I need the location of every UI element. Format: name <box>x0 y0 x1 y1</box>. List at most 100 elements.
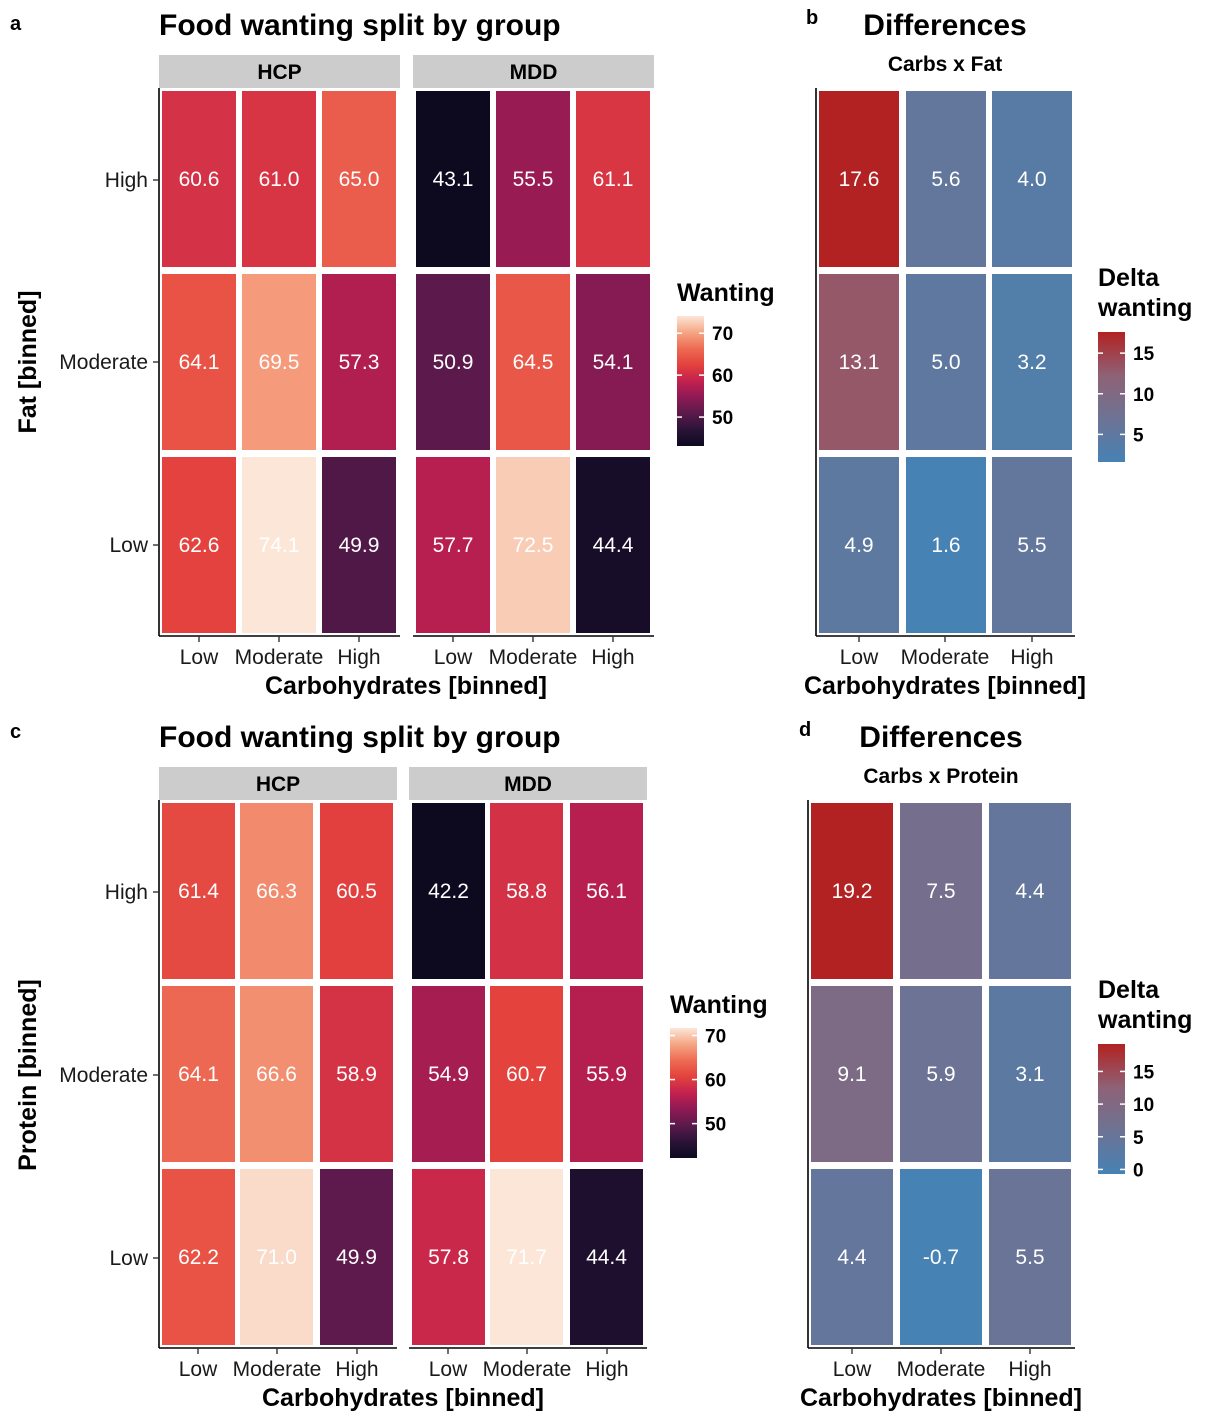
b-value-moderate-low: 13.1 <box>839 351 880 374</box>
b-cell-moderate-high <box>992 274 1072 450</box>
y-axis-title-c: Protein [binned] <box>14 979 42 1171</box>
d-value-moderate-moderate: 5.9 <box>926 1063 955 1086</box>
c-hcp-value-low-high: 49.9 <box>336 1246 377 1269</box>
a-mdd-cell-moderate-low <box>416 274 490 450</box>
panel-d: d Differences Carbs x Protein 19.2 7.5 4.4… <box>799 719 1192 1412</box>
panel-label-a: a <box>10 13 22 35</box>
c-hcp-value-high-moderate: 66.3 <box>256 880 297 903</box>
c-mdd-value-high-high: 56.1 <box>586 880 627 903</box>
a-hcp-value-low-moderate: 74.1 <box>259 534 300 557</box>
c-mdd-cell-moderate-low <box>412 986 485 1162</box>
c-hcp-value-high-high: 60.5 <box>336 880 377 903</box>
c-mdd-value-moderate-moderate: 60.7 <box>506 1063 547 1086</box>
legend-ticks-c: 70 60 50 <box>670 1026 726 1136</box>
b-cell-low-low <box>819 457 899 633</box>
c-hcp-cell-high-low <box>162 803 235 979</box>
b-value-moderate-high: 3.2 <box>1017 351 1046 374</box>
d-cell-low-high <box>989 1169 1071 1345</box>
d-cell-low-low <box>811 1169 893 1345</box>
legend-a-tick-label-70: 70 <box>712 324 733 345</box>
x-axis-title-d: Carbohydrates [binned] <box>800 1384 1082 1412</box>
d-cell-moderate-high <box>989 986 1071 1162</box>
a-hcp-cell-high-moderate <box>242 91 316 267</box>
legend-ticks-b: 15 10 5 <box>1098 344 1155 446</box>
legend-a-tick-label-60: 60 <box>712 366 733 387</box>
c-hcp-value-low-low: 62.2 <box>178 1246 219 1269</box>
a-hcp-value-low-low: 62.6 <box>179 534 220 557</box>
facet-strip-hcp-c <box>159 767 397 800</box>
a-mdd-value-high-low: 43.1 <box>433 168 474 191</box>
c-hcp-cell-moderate-moderate <box>240 986 313 1162</box>
panel-d-title: Differences <box>859 721 1022 754</box>
a-hcp-value-high-low: 60.6 <box>179 168 220 191</box>
c-mdd-cell-low-low <box>412 1169 485 1345</box>
a-mdd-cell-low-high <box>576 457 650 633</box>
panel-label-c: c <box>10 721 21 743</box>
a-hcp-cell-low-low <box>162 457 236 633</box>
c-mdd-value-moderate-high: 55.9 <box>586 1063 627 1086</box>
x-axis-title-c: Carbohydrates [binned] <box>262 1384 544 1412</box>
b-value-moderate-moderate: 5.0 <box>931 351 960 374</box>
a-mdd-cell-low-low <box>416 457 490 633</box>
facet-label-mdd-a: MDD <box>510 61 558 84</box>
legend-d-tick-label-5: 5 <box>1133 1128 1144 1149</box>
a-mdd-value-moderate-high: 54.1 <box>593 351 634 374</box>
a-mdd-cell-moderate-moderate <box>496 274 570 450</box>
a-hcp-value-high-high: 65.0 <box>339 168 380 191</box>
a-mdd-value-low-high: 44.4 <box>593 534 634 557</box>
b-value-high-moderate: 5.6 <box>931 168 960 191</box>
y-axis-title-a: Fat [binned] <box>14 290 42 433</box>
a-hcp-cell-moderate-low <box>162 274 236 450</box>
d-value-high-low: 19.2 <box>832 880 873 903</box>
a-mdd-value-moderate-low: 50.9 <box>433 351 474 374</box>
panel-label-d: d <box>799 719 811 741</box>
legend-ticks-d: 15 10 5 0 <box>1098 1062 1155 1181</box>
d-value-low-high: 5.5 <box>1015 1246 1044 1269</box>
legend-colorbar-c <box>670 1028 697 1158</box>
b-cell-moderate-low <box>819 274 899 450</box>
d-cell-high-moderate <box>900 803 982 979</box>
x-tick-label-d-high: High <box>1008 1358 1051 1381</box>
facet-label-hcp-a: HCP <box>257 61 301 84</box>
c-mdd-cell-moderate-moderate <box>490 986 563 1162</box>
b-cell-high-low <box>819 91 899 267</box>
b-value-low-high: 5.5 <box>1017 534 1046 557</box>
legend-colorbar-b <box>1098 332 1125 462</box>
d-cell-moderate-moderate <box>900 986 982 1162</box>
x-tick-label-a-mdd-high: High <box>591 646 634 669</box>
facet-label-mdd-c: MDD <box>504 773 552 796</box>
d-value-moderate-low: 9.1 <box>837 1063 866 1086</box>
a-hcp-value-low-high: 49.9 <box>339 534 380 557</box>
y-tick-label-c-low: Low <box>109 1247 148 1270</box>
y-tick-label-c-high: High <box>105 881 148 904</box>
c-hcp-cell-low-high <box>320 1169 393 1345</box>
c-hcp-cell-moderate-low <box>162 986 235 1162</box>
c-hcp-cell-low-low <box>162 1169 235 1345</box>
x-axis-title-a: Carbohydrates [binned] <box>265 672 547 700</box>
d-value-low-low: 4.4 <box>837 1246 867 1269</box>
a-mdd-value-low-moderate: 72.5 <box>513 534 554 557</box>
facet-strip-mdd-c <box>409 767 647 800</box>
legend-c-tick-label-60: 60 <box>705 1071 726 1092</box>
legend-title-a: Wanting <box>677 279 775 307</box>
b-cell-high-moderate <box>906 91 986 267</box>
c-mdd-value-low-high: 44.4 <box>586 1246 627 1269</box>
x-tick-label-b-low: Low <box>840 646 879 669</box>
y-tick-label-a-moderate: Moderate <box>59 351 148 374</box>
x-tick-label-d-low: Low <box>833 1358 872 1381</box>
legend-d-tick-label-0: 0 <box>1133 1160 1144 1181</box>
legend-title-d-line2: wanting <box>1097 1006 1192 1034</box>
heatmap-cells-d: 19.2 7.5 4.4 9.1 5.9 3.1 4.4 -0.7 5.5 <box>811 803 1071 1345</box>
x-axis-title-b: Carbohydrates [binned] <box>804 672 1086 700</box>
a-mdd-cell-moderate-high <box>576 274 650 450</box>
x-tick-label-c-mdd-low: Low <box>429 1358 468 1381</box>
legend-b-tick-label-10: 10 <box>1133 385 1154 406</box>
d-value-high-moderate: 7.5 <box>926 880 955 903</box>
c-hcp-value-moderate-moderate: 66.6 <box>256 1063 297 1086</box>
legend-colorbar-a <box>677 316 704 446</box>
d-cell-high-low <box>811 803 893 979</box>
a-mdd-value-low-low: 57.7 <box>433 534 474 557</box>
c-hcp-value-low-moderate: 71.0 <box>256 1246 297 1269</box>
c-mdd-cell-moderate-high <box>570 986 643 1162</box>
d-cell-moderate-low <box>811 986 893 1162</box>
